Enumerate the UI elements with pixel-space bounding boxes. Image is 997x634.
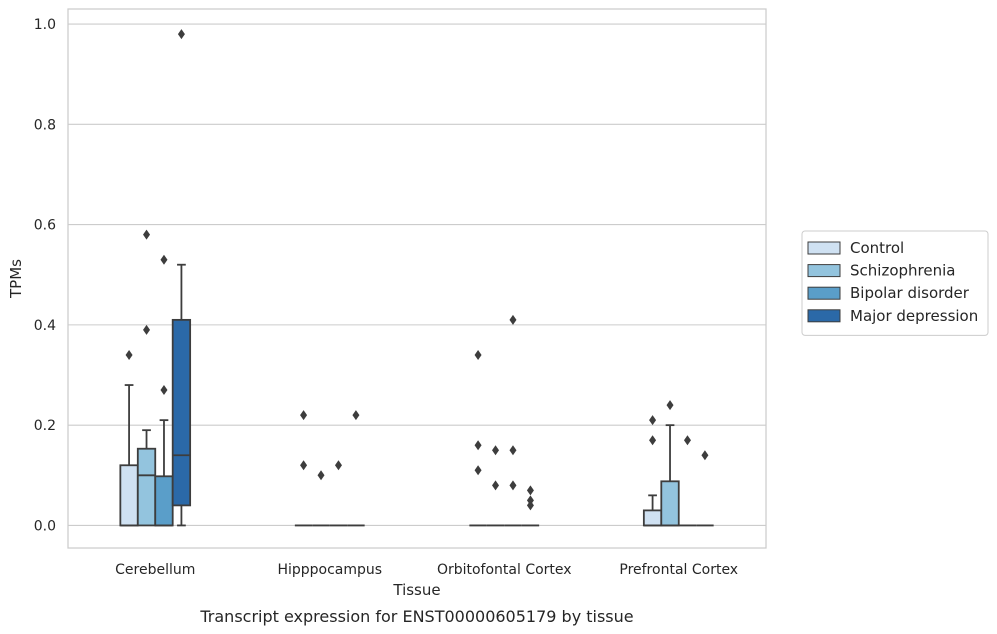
legend-label: Major depression [850,307,978,325]
outlier-point [143,229,151,240]
y-axis-label: TPMs [7,259,25,299]
outlier-point [352,410,360,421]
outlier-point [177,29,185,40]
y-tick-labels: 0.0 0.2 0.4 0.6 0.8 1.0 [34,17,56,534]
x-tick-labels: Cerebellum Hipppocampus Orbitofontal Corte… [115,562,738,578]
box-0-0 [119,349,139,527]
legend-swatch [807,286,841,300]
outlier-point [683,435,691,446]
outlier-point [492,480,500,491]
box-2-3 [678,435,697,527]
outlier-point [701,450,709,461]
y-tick-label: 0.0 [34,518,56,534]
outlier-point [526,495,534,506]
box-2-1 [329,460,348,527]
box-body [171,318,192,507]
legend-swatch [807,264,841,278]
y-tick-label: 0.4 [34,318,56,334]
outlier-point [474,465,482,476]
outlier-point [526,500,534,511]
box-body [136,447,157,527]
x-tick-label: Orbitofontal Cortex [437,562,572,578]
outlier-point [474,440,482,451]
outlier-point [509,314,517,325]
x-tick-label: Cerebellum [115,562,195,578]
plot-frame [67,8,767,549]
legend-swatch [807,241,841,255]
box-3-0 [171,29,192,527]
y-tick-label: 0.6 [34,218,56,234]
y-tick-label: 0.8 [34,117,56,133]
legend-label: Schizophrenia [850,262,955,280]
chart-caption: Transcript expression for ENST0000060517… [199,607,633,626]
outlier-point [492,445,500,456]
box-0-1 [294,410,313,527]
y-tick-label: 1.0 [34,17,56,33]
box-body [642,509,663,527]
outlier-point [526,485,534,496]
outlier-point [334,460,342,471]
x-tick-label: Hipppocampus [277,562,382,578]
box-1-3 [660,400,680,527]
outlier-point [143,324,151,335]
outlier-point [125,349,133,360]
legend-frame [801,230,989,336]
legend-label: Control [850,239,904,257]
outlier-point [300,460,308,471]
box-0-2 [469,349,487,527]
y-tick-label: 0.2 [34,418,56,434]
outlier-point [474,349,482,360]
box-3-2 [521,485,540,527]
box-1-0 [136,229,157,527]
legend-label: Bipolar disorder [850,284,970,302]
box-2-0 [154,254,174,527]
box-1-1 [312,470,330,527]
box-body [119,464,139,527]
legend-swatch [807,309,841,323]
x-axis-label: Tissue [392,581,440,599]
legend: Control Schizophrenia Bipolar disorder Majo… [801,230,989,336]
box-1-2 [486,445,505,527]
outlier-point [649,415,657,426]
box-3-1 [347,410,365,527]
x-tick-label: Prefrontal Cortex [619,562,738,578]
outlier-point [509,480,517,491]
outlier-point [160,254,168,265]
outlier-point [666,400,674,411]
box-0-3 [642,415,663,527]
box-body [154,475,174,527]
box-3-3 [696,450,714,527]
box-2-2 [504,314,522,527]
outlier-point [317,470,325,481]
outlier-point [509,445,517,456]
outlier-point [160,385,168,396]
box-body [660,480,680,527]
outlier-point [300,410,308,421]
outlier-point [649,435,657,446]
box-plots [119,29,714,527]
